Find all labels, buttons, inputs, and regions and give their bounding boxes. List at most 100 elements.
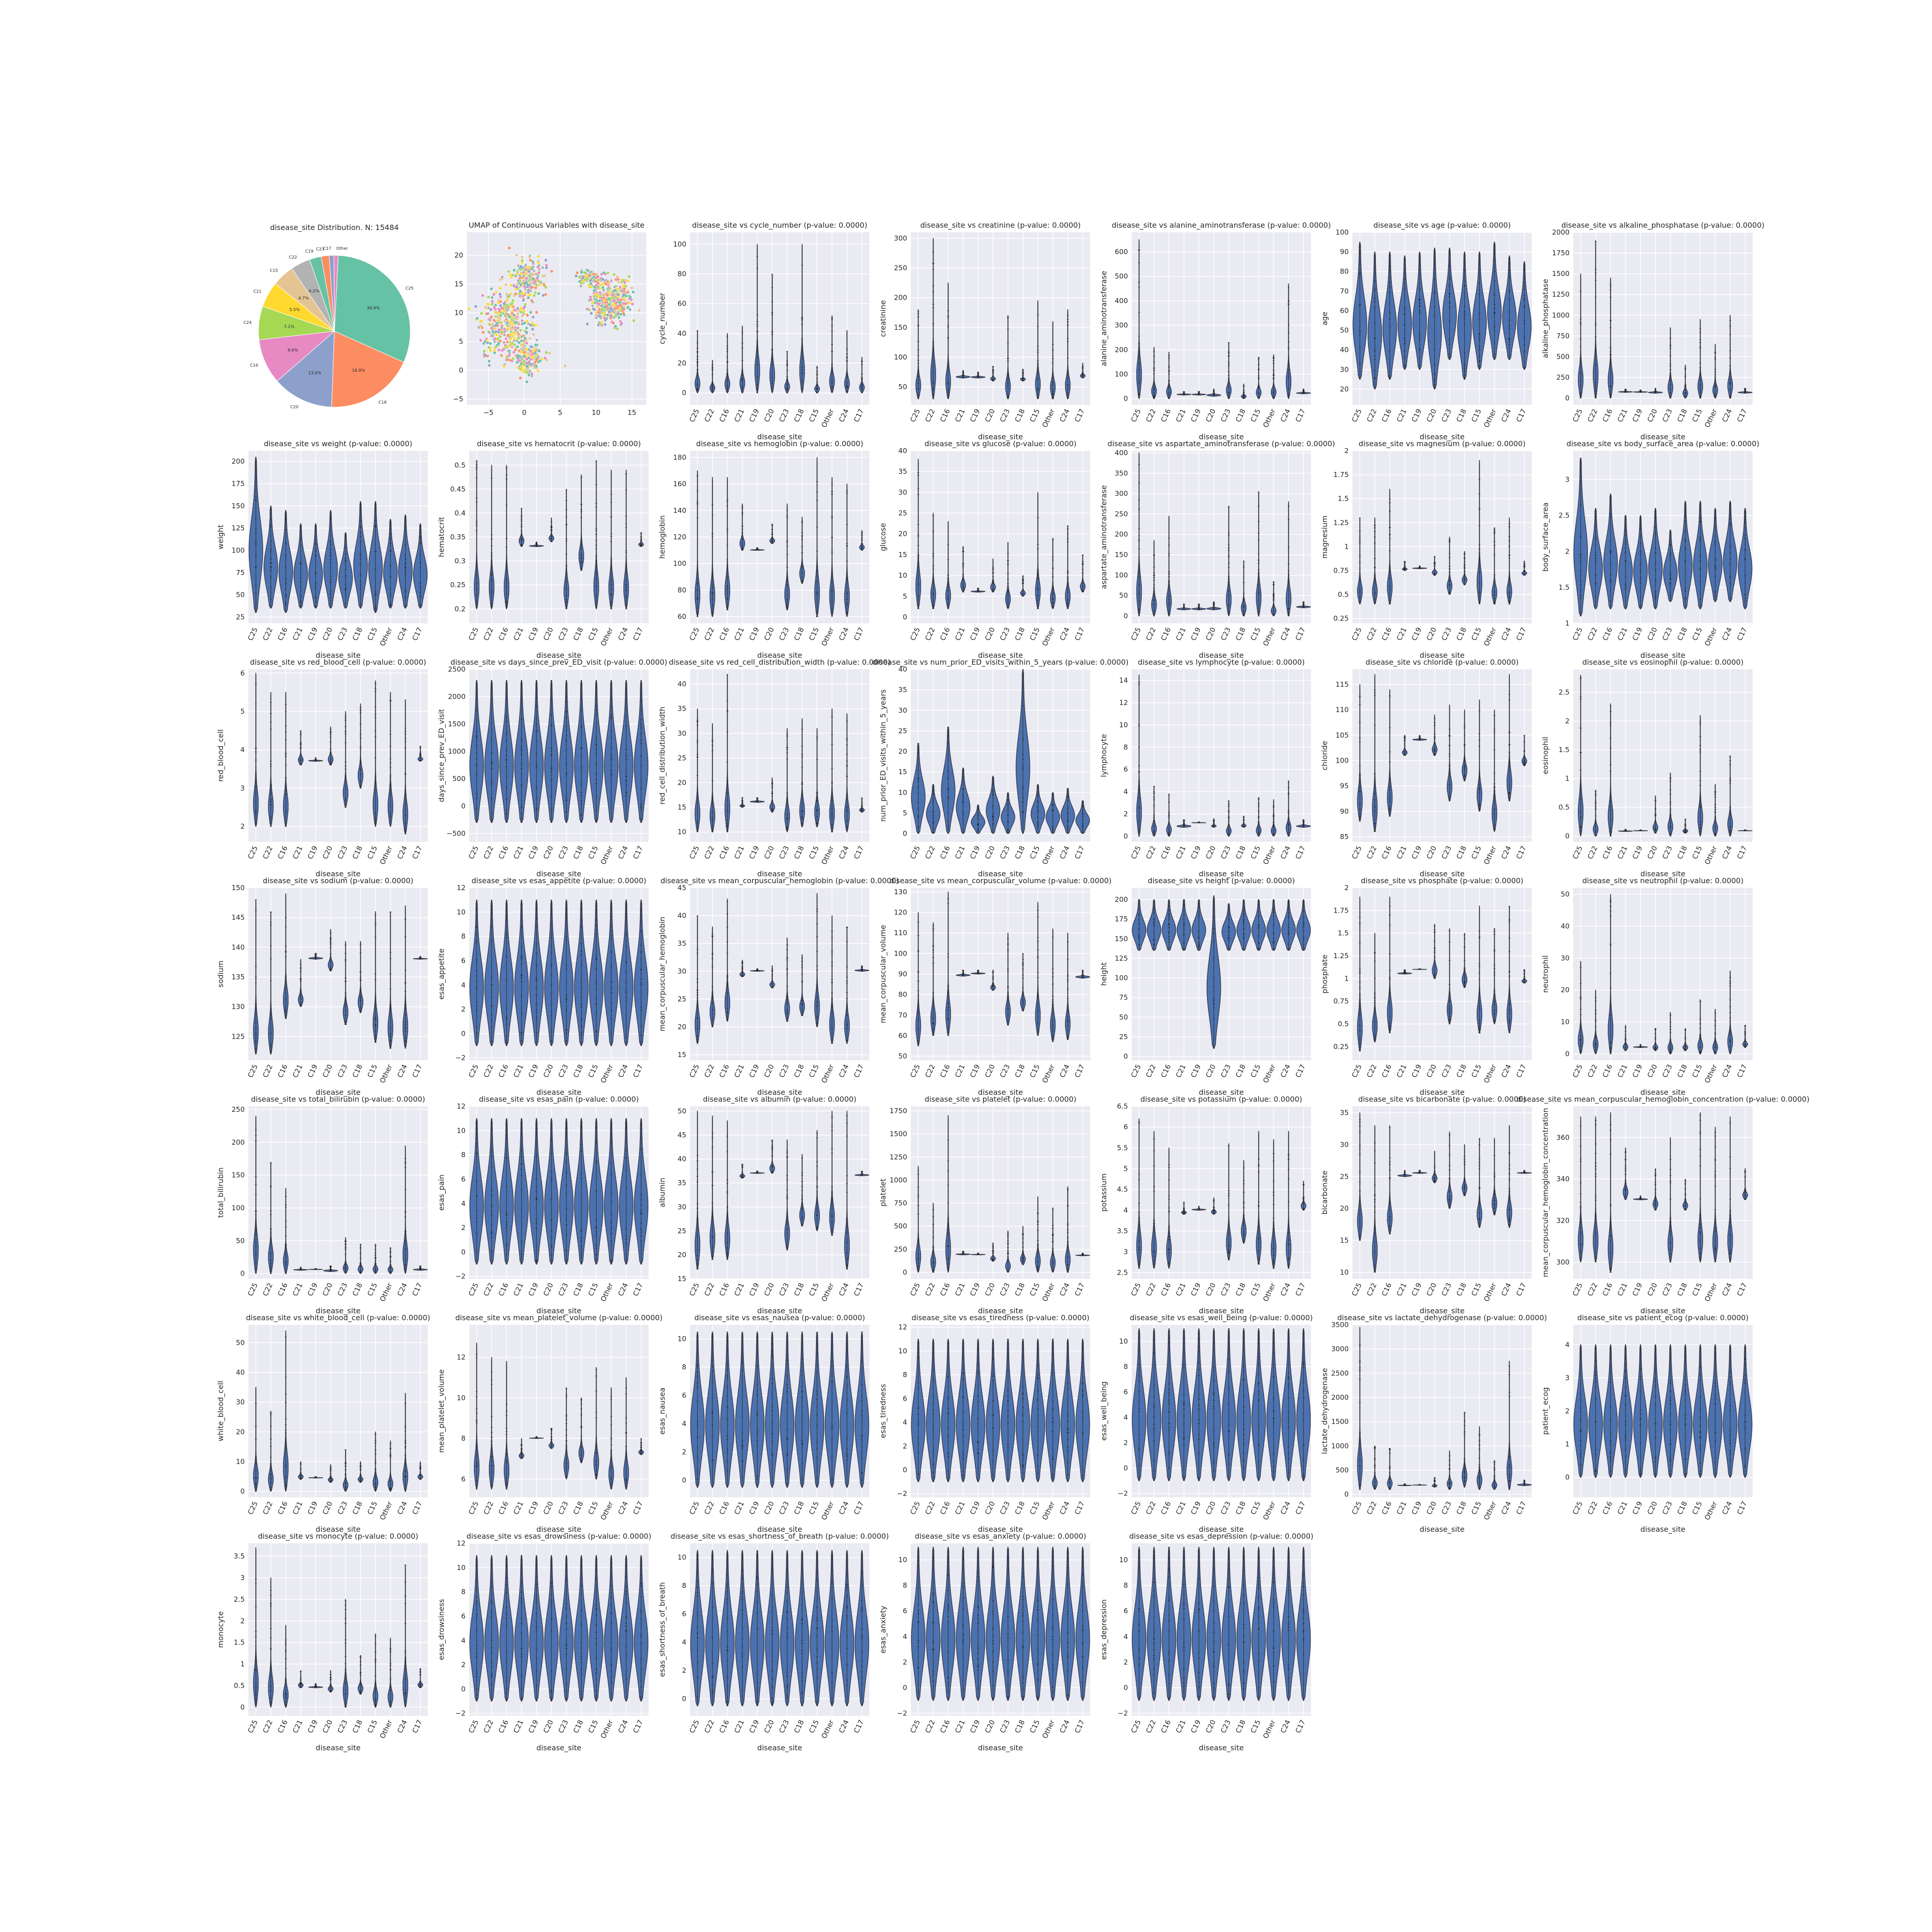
y-axis-label: magnesium: [1320, 515, 1329, 558]
y-tick-label: 25: [678, 754, 686, 762]
y-tick-label: 600: [1115, 248, 1128, 256]
y-tick-label: 90: [1340, 807, 1349, 816]
x-tick-label: C17: [1073, 626, 1087, 642]
y-tick-label: 120: [673, 533, 686, 541]
x-tick-label: C16: [718, 408, 731, 423]
x-tick-label: C20: [763, 408, 776, 423]
y-tick-label: 60: [678, 299, 686, 308]
x-tick-label: C17: [411, 845, 424, 860]
panel-title: disease_site vs creatinine (p-value: 0.0…: [920, 221, 1081, 230]
y-tick-label: 100: [1335, 228, 1349, 236]
y-tick-label: 300: [894, 234, 907, 242]
x-axis-label: disease_site: [1420, 651, 1465, 660]
x-tick-label: C18: [1234, 845, 1248, 860]
x-tick-label: C18: [1234, 626, 1248, 642]
x-tick-label: C16: [276, 626, 289, 642]
x-tick-label: C25: [467, 626, 480, 642]
y-tick-label: 200: [894, 293, 907, 302]
x-axis-label: disease_site: [1640, 651, 1685, 660]
y-tick-label: 30: [898, 488, 907, 496]
y-axis-label: creatinine: [879, 300, 887, 337]
x-tick-label: C23: [557, 845, 570, 860]
y-tick-label: 35: [898, 686, 907, 694]
y-tick-label: 2500: [448, 665, 466, 673]
x-tick-label: C22: [1365, 626, 1379, 642]
x-tick-label: C24: [1279, 408, 1292, 423]
y-tick-label: 0.75: [1334, 566, 1349, 575]
x-tick-label: C22: [1586, 408, 1599, 423]
y-axis-label: cycle_number: [658, 293, 667, 344]
panel-title: disease_site vs weight (p-value: 0.0000): [264, 439, 413, 448]
y-tick-label: 25: [898, 727, 907, 735]
y-tick-label: 0.4: [454, 509, 466, 517]
x-tick-label: C15: [1028, 626, 1041, 642]
y-tick-label: 1250: [1552, 290, 1570, 299]
x-tick-label: C16: [718, 845, 731, 860]
x-tick-label: Other: [1261, 407, 1277, 429]
violin-panel-hemoglobin: 60 80 100 120 140 160 180 C25 C22 C16 C21 C19 C20 C23…: [658, 439, 869, 660]
x-tick-label: C22: [924, 408, 937, 423]
x-tick-label: C17: [1515, 845, 1528, 860]
x-tick-label: C16: [718, 626, 731, 642]
x-tick-label: C16: [1159, 626, 1173, 642]
x-tick-label: C17: [1073, 408, 1087, 423]
violin-panel-body_surface_area: 1 1.5 2 2.5 3 C25 C22 C16 C21 C19 C20 C23 C18 C15Othe…: [1541, 439, 1760, 660]
y-tick-label: 20: [678, 359, 686, 367]
x-tick-label: C16: [1159, 408, 1173, 423]
x-tick-label: C20: [1204, 408, 1218, 423]
y-tick-label: 3: [240, 784, 245, 792]
x-tick-label: C23: [1440, 408, 1453, 423]
y-tick-label: 1: [1344, 542, 1349, 551]
x-tick-label: C24: [1058, 408, 1071, 423]
x-tick-label: C25: [246, 626, 259, 642]
x-tick-label: C22: [1586, 626, 1599, 642]
x-tick-label: C24: [1720, 626, 1734, 642]
x-tick-label: C17: [852, 626, 866, 642]
y-tick-label: 0: [1565, 394, 1570, 402]
x-tick-label: C20: [1204, 626, 1218, 642]
x-tick-label: C18: [793, 408, 806, 423]
y-tick-label: 2: [1344, 447, 1349, 455]
x-tick-label: C25: [688, 626, 701, 642]
y-tick-label: 0: [461, 802, 466, 811]
x-tick-label: C21: [291, 626, 305, 642]
y-tick-label: 500: [1115, 272, 1128, 281]
y-tick-label: 5: [903, 809, 907, 817]
x-tick-label: C20: [1646, 408, 1659, 423]
x-tick-label: C22: [1365, 845, 1379, 860]
x-tick-label: C18: [793, 845, 806, 860]
x-tick-label: C20: [542, 845, 555, 860]
y-tick-label: 2: [1123, 810, 1128, 818]
x-axis-label: disease_site: [536, 869, 581, 879]
y-tick-label: 100: [231, 546, 245, 554]
plot-background: [1573, 232, 1753, 405]
y-tick-label: 160: [673, 480, 686, 488]
x-tick-label: C20: [542, 626, 555, 642]
x-axis-label: disease_site: [978, 432, 1023, 442]
x-tick-label: C17: [632, 626, 645, 642]
plot-background: [1573, 451, 1753, 623]
x-tick-label: C16: [1601, 626, 1614, 642]
y-tick-label: 1.5: [1558, 583, 1570, 592]
x-tick-label: C18: [1013, 408, 1027, 423]
x-axis-label: disease_site: [757, 432, 802, 442]
x-tick-label: C17: [1294, 408, 1307, 423]
x-tick-label: C23: [336, 626, 349, 642]
x-tick-label: Other: [1041, 407, 1057, 429]
y-tick-label: 180: [673, 453, 686, 461]
x-tick-label: C23: [1661, 626, 1674, 642]
x-tick-label: C18: [1676, 408, 1689, 423]
violin-panel-cycle_number: 0 20 40 60 80 100 C25 C22 C16 C21 C19 C20 C23 C18 C15O…: [658, 221, 869, 442]
y-tick-label: 40: [1340, 346, 1349, 354]
panel-title: disease_site vs days_since_prev_ED_visit…: [450, 658, 667, 667]
x-tick-label: C25: [1571, 626, 1584, 642]
y-axis-label: alkaline_phosphatase: [1541, 279, 1550, 358]
x-tick-label: C19: [1410, 626, 1423, 642]
y-tick-label: 1.5: [1338, 494, 1349, 503]
x-tick-label: C23: [998, 408, 1012, 423]
violin-panel-lymphocyte: 0 2 4 6 8 10 12 14 C25 C22 C16 C21 C19 C20 C23 C18 C15Ot…: [1099, 658, 1311, 879]
x-tick-label: C23: [1440, 626, 1453, 642]
